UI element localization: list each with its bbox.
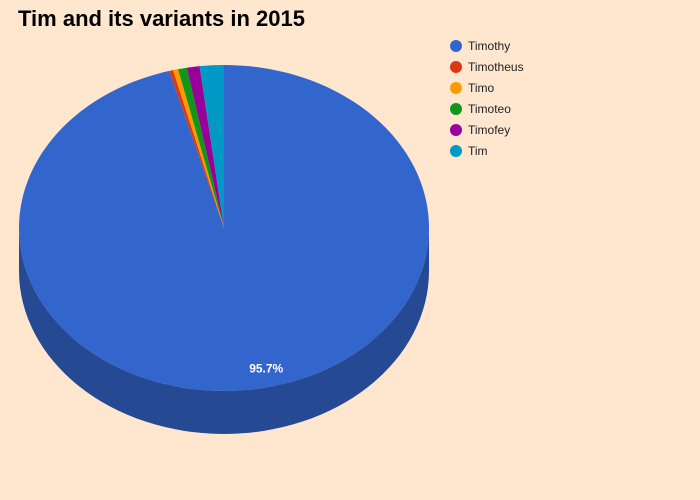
- legend-label-timofey: Timofey: [468, 122, 511, 137]
- pie-side-timothy: [19, 228, 429, 434]
- legend-item-timothy[interactable]: Timothy: [450, 35, 524, 56]
- legend-label-timoteo: Timoteo: [468, 101, 511, 116]
- legend-item-tim[interactable]: Tim: [450, 140, 524, 161]
- legend-item-timotheus[interactable]: Timotheus: [450, 56, 524, 77]
- legend-item-timo[interactable]: Timo: [450, 77, 524, 98]
- legend-label-tim: Tim: [468, 143, 488, 158]
- pie-slice-timoteo[interactable]: [178, 67, 224, 229]
- chart-legend: Timothy Timotheus Timo Timoteo Timofey Tim: [450, 35, 524, 161]
- pie-slice-timofey[interactable]: [186, 66, 224, 229]
- pie-slice-tim[interactable]: [199, 65, 224, 228]
- legend-swatch-tim: [450, 144, 462, 157]
- pie-slice-timo[interactable]: [173, 69, 224, 228]
- chart-title: Tim and its variants in 2015: [18, 6, 305, 31]
- legend-swatch-timoteo: [450, 102, 462, 115]
- legend-swatch-timotheus: [450, 60, 462, 73]
- legend-swatch-timofey: [450, 123, 462, 136]
- pie-slice-timothy[interactable]: [19, 65, 429, 391]
- legend-item-timofey[interactable]: Timofey: [450, 119, 524, 140]
- legend-swatch-timo: [450, 81, 462, 94]
- legend-label-timothy: Timothy: [468, 38, 511, 53]
- legend-label-timotheus: Timotheus: [468, 59, 524, 74]
- pie-slice-timotheus[interactable]: [169, 70, 224, 228]
- legend-label-timo: Timo: [468, 80, 495, 95]
- legend-item-timoteo[interactable]: Timoteo: [450, 98, 524, 119]
- data-label-timothy: 95.7%: [249, 362, 283, 376]
- legend-swatch-timothy: [450, 39, 462, 52]
